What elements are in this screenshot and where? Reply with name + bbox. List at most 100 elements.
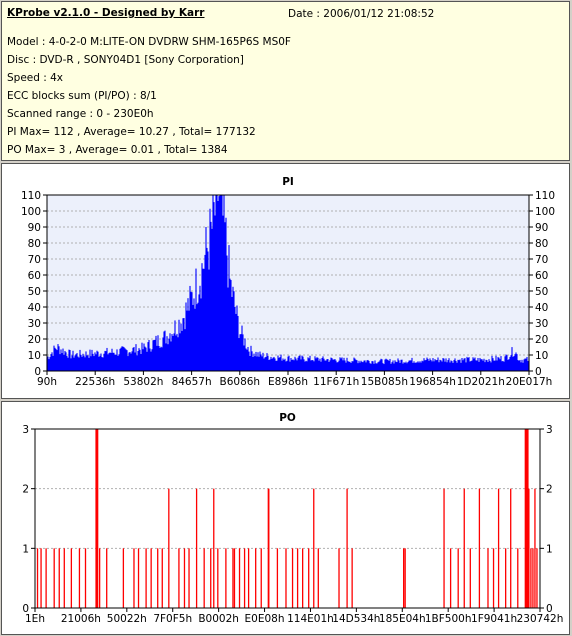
chart-title: PI <box>282 176 294 188</box>
po-chart: 0 0 1 1 2 2 3 3 1Eh 21006h 50022h 7F0F5h B0002h E0E08… <box>22 412 563 625</box>
po-bar <box>243 548 246 608</box>
info-ecc-blocks: ECC blocks sum (PI/PO) : 8/1 <box>7 90 157 102</box>
y-tick-label-left: 0 <box>34 366 41 378</box>
po-bar <box>463 488 465 608</box>
x-tick-label: 196854h <box>409 376 456 388</box>
po-bar <box>443 488 445 608</box>
x-tick-label: B0002h <box>198 613 239 625</box>
y-tick-label-right: 50 <box>535 286 548 298</box>
po-bar <box>106 548 108 608</box>
y-tick-label-left: 2 <box>22 484 29 496</box>
po-bar <box>210 548 212 608</box>
po-bar <box>308 548 310 608</box>
po-bar <box>58 548 60 608</box>
po-bar <box>213 488 215 608</box>
info-po-stats: PO Max= 3 , Average= 0.01 , Total= 1384 <box>7 144 228 156</box>
po-bar <box>530 548 532 608</box>
po-bar <box>532 548 534 608</box>
po-bar <box>457 548 459 608</box>
x-tick-label: 14D534h <box>332 613 380 625</box>
x-tick-label: 21006h <box>61 613 101 625</box>
y-tick-label-right: 40 <box>535 302 548 314</box>
x-tick-label: 20E017h <box>506 376 553 388</box>
po-bar <box>276 548 279 608</box>
y-tick-label-right: 110 <box>535 190 555 202</box>
plot-frame <box>46 194 530 372</box>
po-bar <box>122 548 125 608</box>
po-bar <box>40 548 42 608</box>
x-tick-label: 11F671h <box>313 376 359 388</box>
po-bar <box>168 488 170 608</box>
po-bar <box>178 548 180 608</box>
po-bar <box>351 548 353 608</box>
y-tick-label-right: 2 <box>546 484 553 496</box>
info-pi-stats: PI Max= 112 , Average= 10.27 , Total= 17… <box>7 126 256 138</box>
po-bar <box>505 548 507 608</box>
x-tick-label: B6086h <box>220 376 261 388</box>
x-tick-label: 53802h <box>123 376 163 388</box>
y-tick-label-left: 10 <box>28 350 41 362</box>
y-tick-label-left: 20 <box>28 334 41 346</box>
po-series <box>36 429 538 608</box>
y-tick-label-right: 0 <box>535 366 542 378</box>
po-bar <box>526 429 529 608</box>
po-chart-panel: 0 0 1 1 2 2 3 3 1Eh 21006h 50022h 7F0F5h B0002h E0E08… <box>1 401 570 635</box>
po-bar <box>524 429 528 608</box>
po-bar <box>233 548 236 608</box>
x-tick-label: E0E08h <box>245 613 285 625</box>
info-scanned-range: Scanned range : 0 - 230E0h <box>7 108 154 120</box>
y-tick-label-right: 10 <box>535 350 548 362</box>
app-title: KProbe v2.1.0 - Designed by Karr <box>7 7 205 19</box>
x-tick-label: 84657h <box>172 376 212 388</box>
y-tick-label-left: 70 <box>28 254 41 266</box>
y-tick-label-left: 60 <box>28 270 41 282</box>
y-tick-label-right: 90 <box>535 222 548 234</box>
info-model: Model : 4-0-2-0 M:LITE-ON DVDRW SHM-165P… <box>7 36 291 48</box>
po-bar <box>183 548 186 608</box>
x-tick-label: 1Eh <box>25 613 45 625</box>
po-bar <box>95 429 99 608</box>
po-bar <box>478 488 481 608</box>
po-bar <box>195 488 198 608</box>
po-bar <box>536 548 538 608</box>
y-tick-label-right: 80 <box>535 238 548 250</box>
po-bar <box>133 548 135 608</box>
y-tick-label-right: 1 <box>546 543 553 555</box>
y-tick-label-left: 30 <box>28 318 41 330</box>
y-tick-label-right: 60 <box>535 270 548 282</box>
y-tick-label-right: 70 <box>535 254 548 266</box>
po-bar <box>404 548 406 608</box>
po-bar <box>247 548 250 608</box>
po-bar <box>217 548 219 608</box>
po-bar <box>98 548 101 608</box>
po-bar <box>145 548 147 608</box>
po-bar <box>78 548 81 608</box>
y-tick-label-left: 40 <box>28 302 41 314</box>
info-panel: KProbe v2.1.0 - Designed by Karr Date : … <box>1 1 570 161</box>
po-bar <box>528 488 530 608</box>
y-tick-label-left: 100 <box>21 206 41 218</box>
po-bar <box>403 548 405 608</box>
po-bar <box>268 488 270 608</box>
po-bar <box>188 548 190 608</box>
y-tick-label-left: 110 <box>21 190 41 202</box>
pi-chart: 0 0 10 10 20 20 30 30 40 40 50 50 60 60 70 70 80 80 90 90 10… <box>21 176 555 388</box>
po-bar <box>157 548 159 608</box>
x-tick-label: E8986h <box>268 376 308 388</box>
po-bar <box>150 548 152 608</box>
po-bar <box>63 548 65 608</box>
info-speed: Speed : 4x <box>7 72 64 84</box>
po-bar <box>492 548 495 608</box>
y-tick-label-left: 50 <box>28 286 41 298</box>
y-tick-label-left: 80 <box>28 238 41 250</box>
scan-date: Date : 2006/01/12 21:08:52 <box>288 8 435 20</box>
y-tick-label-left: 90 <box>28 222 41 234</box>
po-bar <box>534 488 536 608</box>
po-bar <box>313 488 315 608</box>
y-tick-label-left: 3 <box>22 424 29 436</box>
po-bar <box>487 548 489 608</box>
po-bar <box>260 548 262 608</box>
chart-title: PO <box>279 412 296 424</box>
plot-frame <box>34 428 541 609</box>
po-bar <box>497 488 500 608</box>
